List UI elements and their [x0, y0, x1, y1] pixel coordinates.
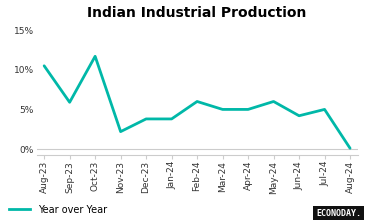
Title: Indian Industrial Production: Indian Industrial Production — [87, 6, 307, 20]
Text: ECONODAY.: ECONODAY. — [316, 208, 361, 218]
Legend: Year over Year: Year over Year — [8, 205, 107, 215]
